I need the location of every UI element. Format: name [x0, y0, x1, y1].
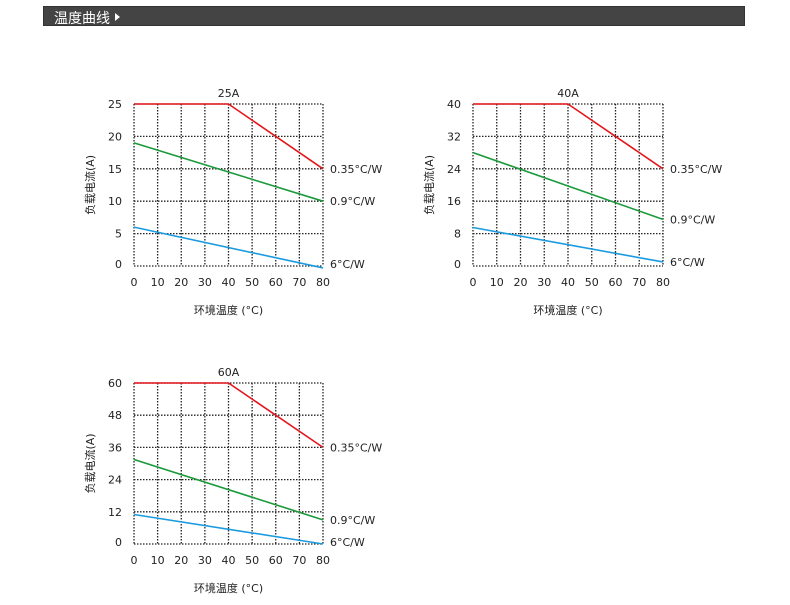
chart-60a: 0 10 20 30 40 50 60 70 80 0 12 24 36 48 60 0.35°C/W 0.9°…: [83, 366, 382, 595]
series-line: [473, 103, 664, 170]
x-tick-label: 0: [131, 554, 138, 567]
y-axis-label: 负载电流(A): [83, 155, 97, 215]
y-tick-label: 8: [454, 228, 461, 241]
x-tick-label: 10: [151, 276, 165, 289]
x-tick-label: 30: [198, 554, 212, 567]
x-tick-label: 30: [537, 276, 551, 289]
x-tick-label: 0: [131, 276, 138, 289]
x-tick-label: 40: [561, 276, 575, 289]
x-tick-label: 0: [470, 276, 477, 289]
x-tick-label: 40: [222, 276, 236, 289]
y-tick-label: 60: [108, 377, 122, 390]
chart-title: 40A: [557, 87, 579, 100]
series-label: 6°C/W: [330, 536, 365, 549]
series-label: 0.9°C/W: [330, 514, 375, 527]
series-label: 0.35°C/W: [330, 163, 382, 176]
section-header: 温度曲线: [43, 6, 745, 27]
x-axis-label: 环境温度 (°C): [533, 303, 602, 317]
x-tick-label: 50: [245, 276, 259, 289]
x-tick-label: 20: [174, 554, 188, 567]
y-tick-label: 16: [447, 195, 461, 208]
y-tick-label: 12: [108, 506, 122, 519]
x-tick-label: 60: [609, 276, 623, 289]
y-tick-label: 5: [115, 228, 122, 241]
y-tick-label: 20: [108, 130, 122, 143]
y-tick-label: 24: [108, 474, 122, 487]
y-tick-label: 15: [108, 163, 122, 176]
series-label: 0.35°C/W: [330, 441, 382, 454]
series-line: [133, 142, 324, 202]
y-tick-label: 0: [115, 258, 122, 271]
series-label: 0.9°C/W: [330, 195, 375, 208]
series-label: 0.9°C/W: [670, 213, 715, 226]
y-axis-label: 负载电流(A): [83, 433, 97, 493]
y-tick-label: 36: [108, 441, 122, 454]
series-line: [472, 226, 664, 263]
series-label: 6°C/W: [330, 258, 365, 271]
chart-25a: 0 10 20 30 40 50 60 70 80 0 5 10 15 20 25 0.35°C/W 0.9°C…: [83, 87, 382, 317]
x-tick-label: 30: [198, 276, 212, 289]
x-tick-label: 80: [656, 276, 670, 289]
series-line: [134, 382, 324, 449]
series-line: [133, 513, 324, 545]
y-tick-label: 25: [108, 98, 122, 111]
y-axis-label: 负载电流(A): [422, 155, 436, 215]
x-tick-label: 80: [316, 276, 330, 289]
chart-40a: 0 10 20 30 40 50 60 70 80 0 8 16 24 32 40 0.35°C/W 0.9°C…: [422, 87, 722, 317]
y-tick-label: 24: [447, 163, 461, 176]
x-tick-label: 60: [269, 554, 283, 567]
y-tick-label: 0: [115, 536, 122, 549]
x-tick-label: 80: [316, 554, 330, 567]
series-line: [133, 226, 324, 269]
y-tick-label: 32: [447, 130, 461, 143]
y-tick-label: 40: [447, 98, 461, 111]
series-label: 6°C/W: [670, 256, 705, 269]
x-tick-label: 50: [585, 276, 599, 289]
x-tick-label: 20: [514, 276, 528, 289]
x-tick-label: 40: [222, 554, 236, 567]
series-line: [472, 151, 664, 221]
caret-right-icon: [115, 13, 120, 21]
series-line: [133, 458, 324, 521]
x-axis-label: 环境温度 (°C): [194, 303, 263, 317]
x-tick-label: 20: [174, 276, 188, 289]
series-label: 0.35°C/W: [670, 163, 722, 176]
y-tick-label: 0: [454, 258, 461, 271]
x-tick-label: 70: [632, 276, 646, 289]
series-line: [134, 103, 324, 170]
x-tick-label: 50: [245, 554, 259, 567]
x-tick-label: 70: [292, 276, 306, 289]
x-tick-label: 10: [490, 276, 504, 289]
chart-title: 60A: [218, 366, 240, 379]
x-tick-label: 10: [151, 554, 165, 567]
y-tick-label: 48: [108, 409, 122, 422]
x-tick-label: 70: [292, 554, 306, 567]
x-tick-label: 60: [269, 276, 283, 289]
x-axis-label: 环境温度 (°C): [194, 581, 263, 595]
chart-title: 25A: [218, 87, 240, 100]
y-tick-label: 10: [108, 195, 122, 208]
section-title: 温度曲线: [54, 11, 110, 27]
